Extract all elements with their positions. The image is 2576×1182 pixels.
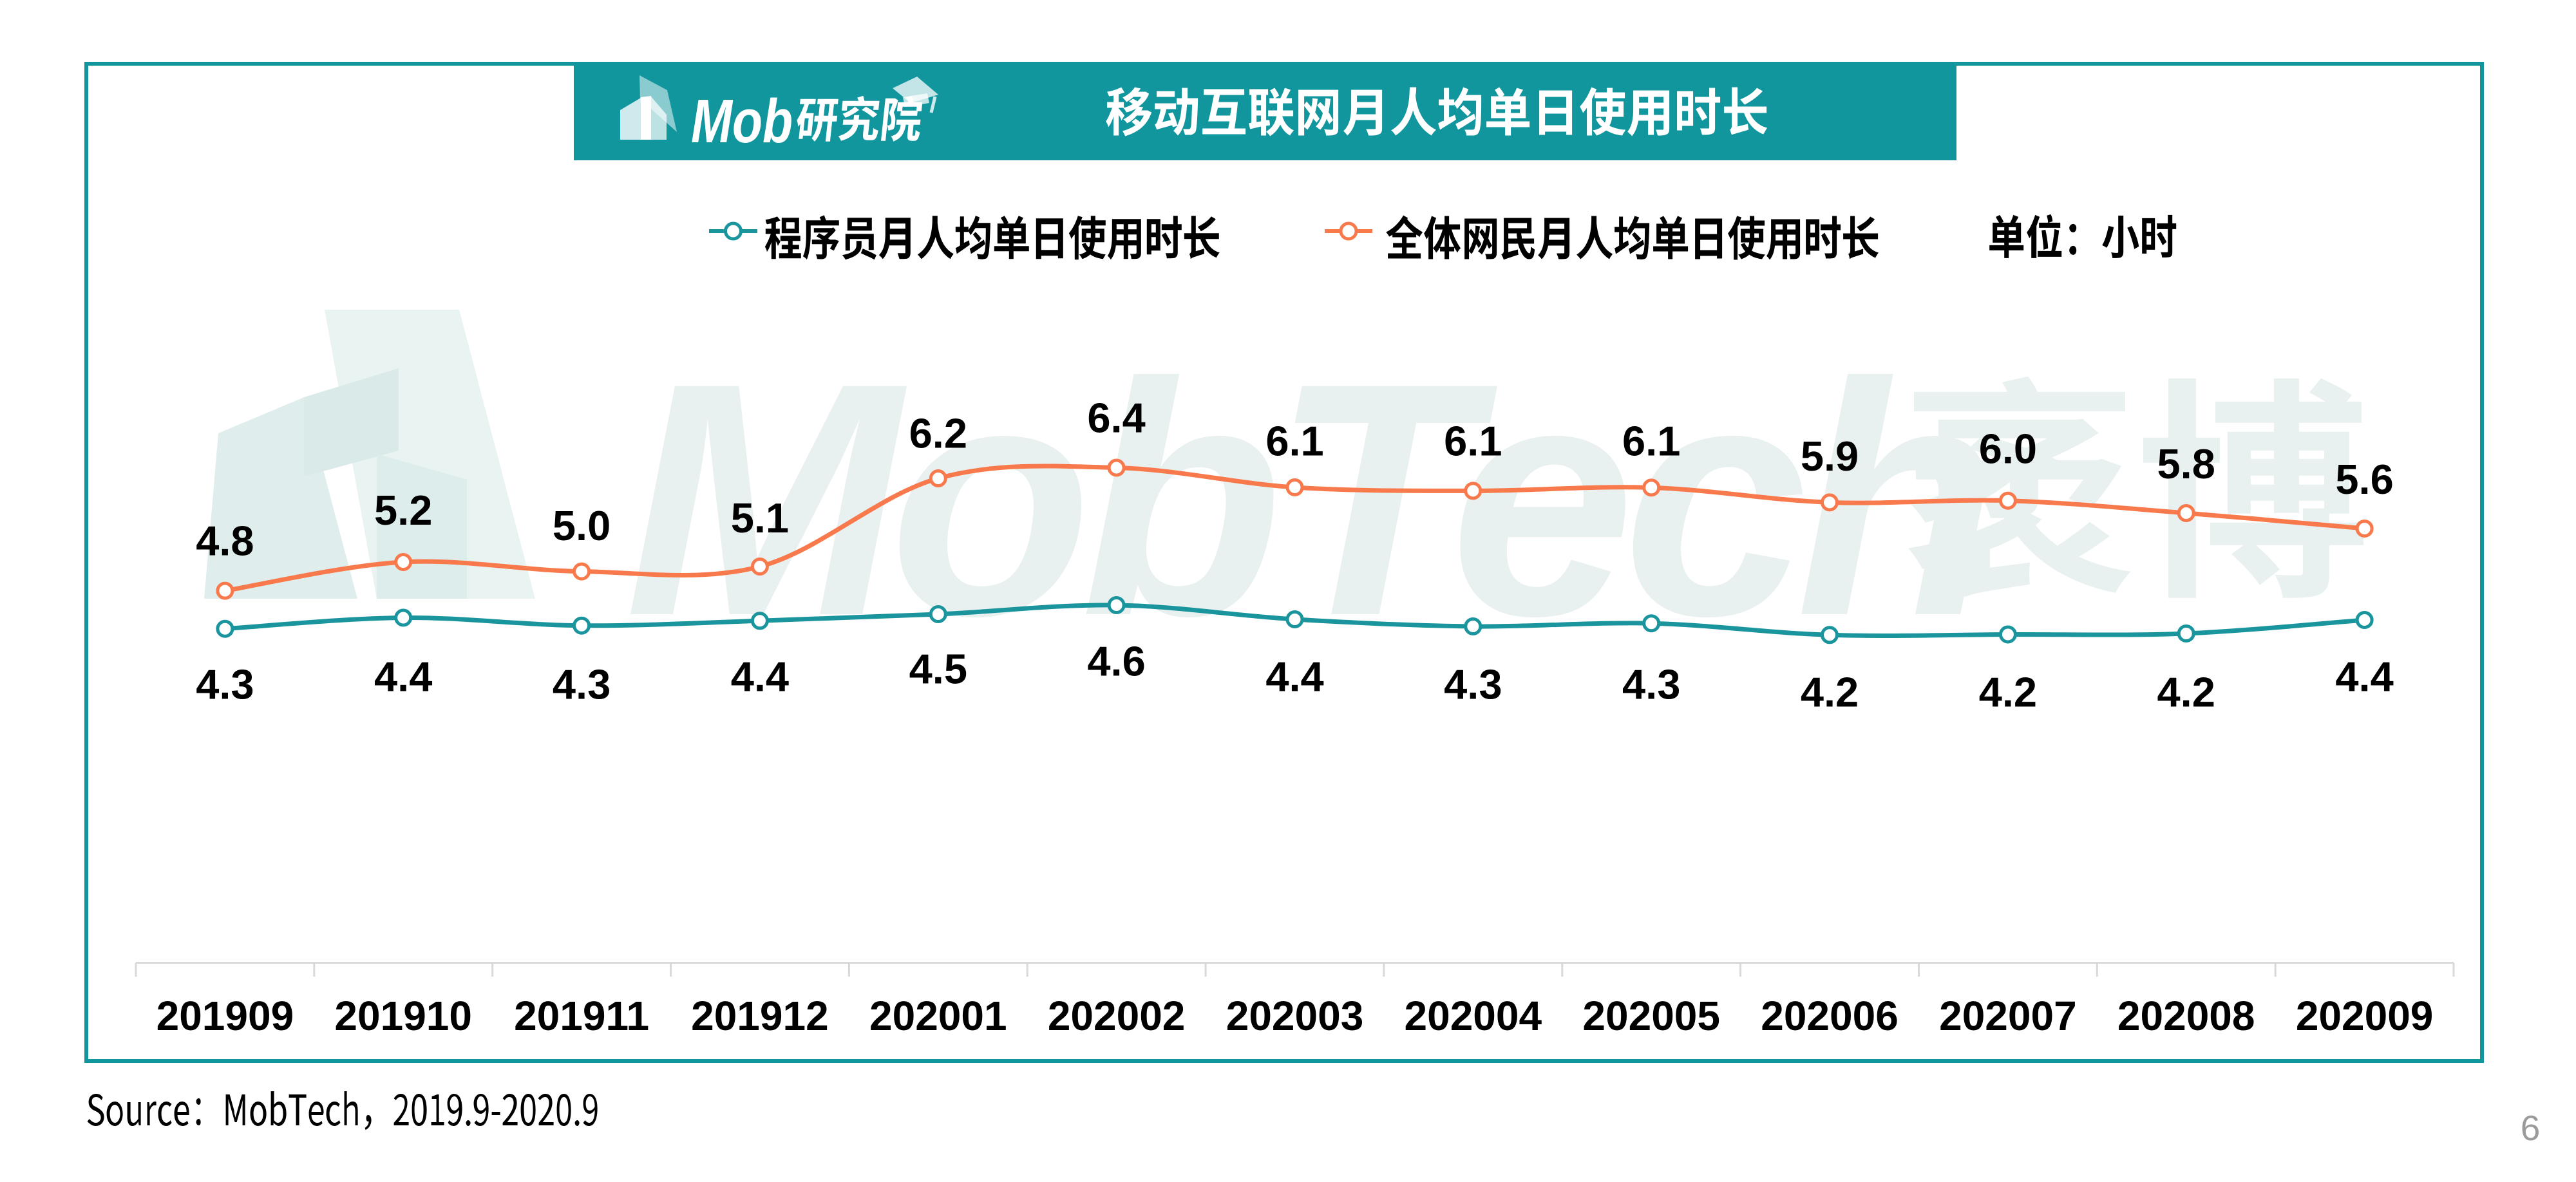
svg-text:202004: 202004 (1405, 993, 1542, 1039)
svg-text:202009: 202009 (2296, 993, 2434, 1039)
svg-text:201912: 201912 (691, 993, 829, 1039)
svg-text:4.4: 4.4 (1265, 653, 1323, 700)
svg-text:5.9: 5.9 (1801, 433, 1859, 480)
svg-text:4.8: 4.8 (196, 518, 254, 565)
svg-text:6.1: 6.1 (1444, 417, 1502, 464)
svg-text:4.4: 4.4 (374, 653, 432, 700)
svg-text:201911: 201911 (514, 993, 649, 1039)
svg-text:4.6: 4.6 (1087, 638, 1145, 685)
svg-text:201910: 201910 (334, 993, 472, 1039)
svg-text:6.1: 6.1 (1622, 417, 1680, 464)
svg-text:4.3: 4.3 (553, 661, 611, 708)
svg-text:5.0: 5.0 (553, 502, 611, 549)
svg-text:5.6: 5.6 (2335, 456, 2393, 503)
svg-text:4.5: 4.5 (909, 646, 967, 693)
svg-text:201909: 201909 (156, 993, 294, 1039)
svg-text:5.2: 5.2 (374, 487, 432, 534)
svg-text:202002: 202002 (1048, 993, 1186, 1039)
svg-text:4.2: 4.2 (1979, 668, 2037, 715)
svg-text:Mob: Mob (691, 87, 793, 156)
svg-text:202006: 202006 (1761, 993, 1899, 1039)
svg-text:202005: 202005 (1582, 993, 1720, 1039)
svg-text:6.1: 6.1 (1265, 417, 1323, 464)
svg-text:6.0: 6.0 (1979, 425, 2037, 472)
svg-text:202007: 202007 (1939, 993, 2077, 1039)
svg-text:4.4: 4.4 (731, 653, 789, 700)
svg-text:202008: 202008 (2117, 993, 2255, 1039)
svg-text:202003: 202003 (1226, 993, 1364, 1039)
svg-text:4.3: 4.3 (1622, 661, 1680, 708)
svg-text:6.4: 6.4 (1087, 395, 1145, 442)
svg-text:6.2: 6.2 (909, 409, 967, 456)
svg-text:5.8: 5.8 (2157, 440, 2215, 487)
svg-text:6: 6 (2521, 1108, 2541, 1148)
svg-text:4.4: 4.4 (2335, 653, 2393, 700)
svg-text:5.1: 5.1 (731, 494, 789, 541)
svg-text:4.2: 4.2 (2157, 668, 2215, 715)
svg-text:4.3: 4.3 (1444, 661, 1502, 708)
svg-text:202001: 202001 (869, 993, 1007, 1039)
svg-text:4.3: 4.3 (196, 661, 254, 708)
svg-text:4.2: 4.2 (1801, 668, 1859, 715)
